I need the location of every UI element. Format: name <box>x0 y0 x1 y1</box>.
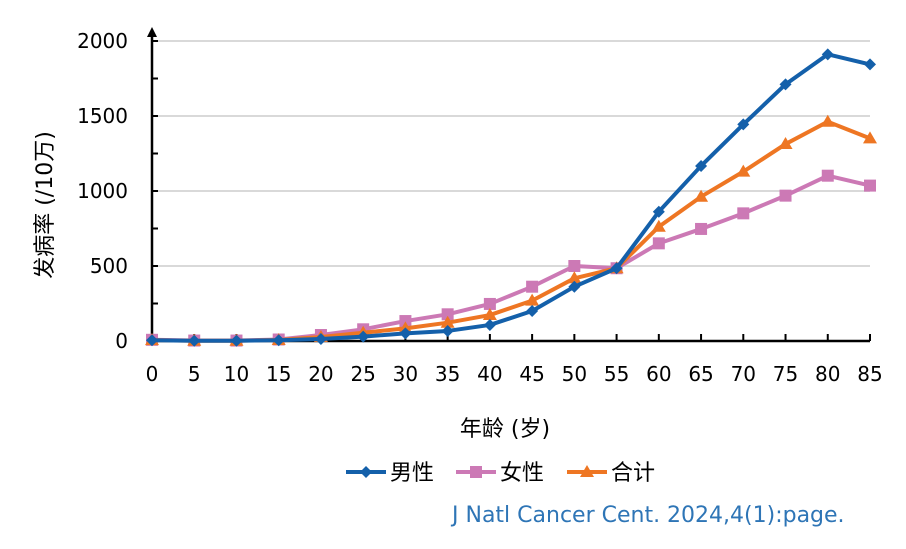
diamond-marker-icon <box>441 324 454 337</box>
triangle-marker-icon <box>651 219 666 232</box>
square-marker-icon <box>695 222 708 235</box>
x-tick-label: 5 <box>188 362 201 386</box>
diamond-marker-icon <box>483 318 496 331</box>
y-tick-label: 2000 <box>77 29 128 53</box>
y-tick-label: 0 <box>115 329 128 353</box>
square-marker-icon <box>821 169 834 182</box>
y-tick-label: 1000 <box>77 179 128 203</box>
x-tick-label: 35 <box>435 362 460 386</box>
diamond-marker-icon <box>146 334 158 347</box>
data-series <box>145 48 877 347</box>
diamond-marker-icon <box>568 280 581 293</box>
x-tick-label: 45 <box>519 362 544 386</box>
square-marker-icon <box>737 207 750 220</box>
x-tick-label: 30 <box>393 362 418 386</box>
diamond-marker-icon <box>399 327 412 340</box>
x-tick-label: 65 <box>688 362 713 386</box>
triangle-marker-icon <box>525 293 540 306</box>
x-tick-label: 40 <box>477 362 502 386</box>
diamond-marker-icon <box>188 334 201 347</box>
diamond-marker-icon <box>652 205 665 218</box>
legend: 男性 女性 合计 <box>346 461 655 486</box>
x-tick-label: 50 <box>562 362 587 386</box>
square-marker-icon <box>568 260 581 272</box>
square-marker-icon <box>779 189 792 202</box>
triangle-marker-icon <box>778 137 793 150</box>
legend-label: 女性 <box>500 461 544 486</box>
triangle-marker-icon <box>736 164 751 177</box>
square-marker-icon <box>652 237 665 250</box>
legend-item: 女性 <box>456 461 544 486</box>
square-marker-icon <box>470 466 482 478</box>
x-tick-label: 20 <box>308 362 333 386</box>
y-axis-arrow-icon <box>147 27 157 37</box>
x-tick-label: 85 <box>857 362 882 386</box>
diamond-marker-icon <box>695 159 708 172</box>
y-axis-ticks: 0 500 1000 1500 2000 <box>77 29 158 353</box>
diamond-marker-icon <box>357 330 370 343</box>
diamond-marker-icon <box>360 466 372 478</box>
diamond-marker-icon <box>779 78 792 91</box>
triangle-marker-icon <box>567 271 582 284</box>
legend-label: 男性 <box>390 461 434 486</box>
series-line <box>151 119 871 343</box>
triangle-marker-icon <box>694 189 709 202</box>
triangle-marker-icon <box>440 315 455 328</box>
legend-item: 男性 <box>346 461 434 486</box>
diamond-marker-icon <box>737 118 750 131</box>
triangle-marker-icon <box>863 131 877 144</box>
diamond-marker-icon <box>610 262 623 275</box>
diamond-marker-icon <box>272 334 285 347</box>
x-tick-label: 60 <box>646 362 671 386</box>
square-marker-icon <box>864 179 876 192</box>
y-axis-title: 发病率 (/10万) <box>33 131 58 279</box>
x-axis-ticks: 0 5 10 15 20 25 30 35 40 45 50 55 60 65 70 75 80 85 <box>146 334 883 386</box>
y-tick-label: 500 <box>90 254 128 278</box>
legend-label: 合计 <box>611 461 655 486</box>
x-tick-label: 55 <box>604 362 629 386</box>
triangle-marker-icon <box>820 114 835 127</box>
x-axis-title: 年龄 (岁) <box>460 417 550 442</box>
diamond-marker-icon <box>821 48 834 61</box>
axes <box>147 27 870 343</box>
series-2 <box>145 114 877 346</box>
x-tick-label: 15 <box>266 362 291 386</box>
square-marker-icon <box>441 308 454 321</box>
y-tick-label: 1500 <box>77 104 128 128</box>
x-tick-label: 75 <box>773 362 798 386</box>
square-marker-icon <box>399 315 412 328</box>
x-tick-label: 80 <box>815 362 840 386</box>
series-line <box>151 52 871 343</box>
square-marker-icon <box>526 280 539 293</box>
diamond-marker-icon <box>230 334 243 347</box>
triangle-marker-icon <box>580 465 594 477</box>
series-0 <box>146 48 876 347</box>
x-tick-label: 25 <box>350 362 375 386</box>
x-tick-label: 0 <box>146 362 159 386</box>
square-marker-icon <box>483 297 496 310</box>
diamond-marker-icon <box>526 305 539 317</box>
legend-item: 合计 <box>567 461 655 486</box>
x-tick-label: 10 <box>224 362 249 386</box>
triangle-marker-icon <box>482 308 497 321</box>
x-tick-label: 70 <box>731 362 756 386</box>
source-citation: J Natl Cancer Cent. 2024,4(1):page. <box>452 503 845 528</box>
diamond-marker-icon <box>864 58 876 71</box>
series-line <box>151 173 871 343</box>
gridlines <box>152 40 870 267</box>
diamond-marker-icon <box>314 333 327 346</box>
